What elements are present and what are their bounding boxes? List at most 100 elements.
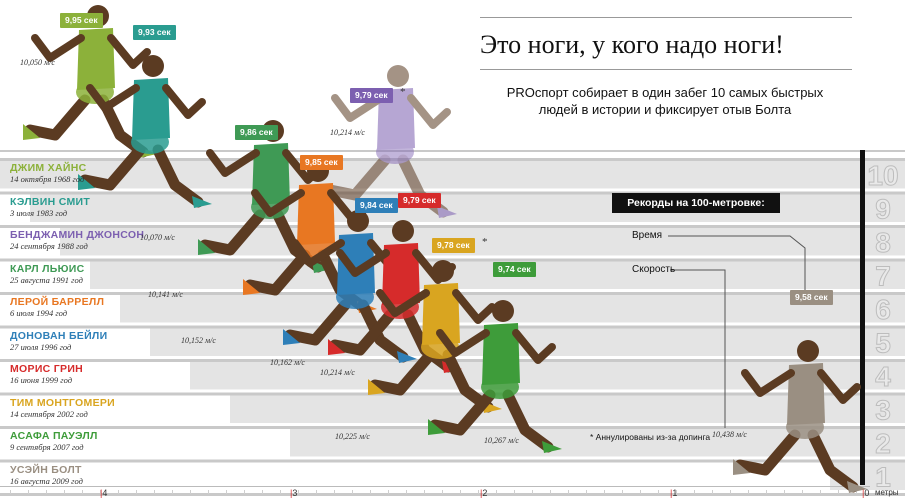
runner-leg	[502, 389, 554, 453]
lane-number: 6	[875, 294, 891, 325]
lane-number: 3	[875, 395, 891, 426]
time-badge: 9,58 сек	[790, 290, 833, 305]
distance-value: 3	[292, 488, 298, 498]
distance-tick: |	[670, 488, 673, 498]
speed-label: 10,152 м/с	[181, 336, 216, 345]
lane-label: КЭЛВИН СМИТ 3 июля 1983 год	[10, 196, 90, 218]
record-date: 14 сентября 2002 год	[10, 408, 88, 419]
lane-number: 8	[875, 227, 891, 258]
ruler-tick	[208, 490, 209, 494]
speed-label: 10,225 м/с	[335, 432, 370, 441]
runner-shoe	[283, 329, 300, 345]
runner-shirt	[337, 233, 375, 295]
runner-arm	[86, 84, 140, 112]
ruler-tick	[802, 490, 803, 494]
ruler-tick	[172, 490, 173, 494]
ruler-tick	[226, 490, 227, 494]
title-rule-top	[480, 17, 852, 18]
runner-figure	[428, 300, 562, 453]
ruler-tick	[514, 490, 515, 494]
runner-arm	[162, 84, 206, 119]
speed-label: 10,214 м/с	[330, 128, 365, 137]
distance-mark: |2	[480, 488, 487, 498]
ruler-tick	[838, 490, 839, 494]
runner-leg	[329, 309, 396, 356]
runner-shoe	[428, 419, 445, 435]
ruler-tick	[118, 490, 119, 494]
title-rule-bottom	[480, 69, 852, 70]
ruler-tick	[676, 490, 677, 494]
athlete-name: БЕНДЖАМИН ДЖОНСОН	[10, 229, 145, 241]
speed-label: 10,050 м/с	[20, 58, 55, 67]
record-date: 24 сентября 1988 год	[10, 241, 88, 251]
runner-shirt	[482, 323, 520, 385]
time-badge: 9,86 сек	[235, 125, 278, 140]
ruler-tick	[658, 490, 659, 494]
ruler-tick	[442, 490, 443, 494]
distance-mark: |0	[862, 488, 869, 498]
distance-value: 2	[482, 488, 488, 498]
runner-head	[432, 260, 454, 282]
runner-shoe	[198, 239, 215, 255]
ruler-tick	[136, 490, 137, 494]
distance-mark: |4	[100, 488, 107, 498]
track-lane-1	[0, 158, 905, 189]
runner-arm	[817, 369, 861, 404]
distance-tick: |	[290, 488, 293, 498]
runner-shirt	[297, 183, 335, 245]
athlete-name: КАРЛ ЛЬЮИС	[10, 262, 85, 275]
distance-mark: |3	[290, 488, 297, 498]
athlete-name: ТИМ МОНТГОМЕРИ	[10, 396, 116, 409]
runner-head	[797, 340, 819, 362]
distance-value: 0	[864, 488, 870, 498]
ruler-tick	[334, 490, 335, 494]
runner-leg	[429, 389, 496, 436]
speed-label: 10,267 м/с	[484, 436, 519, 445]
ruler-tick	[784, 490, 785, 494]
distance-value: 4	[102, 488, 108, 498]
records-title: Рекорды на 100-метровке:	[612, 193, 780, 213]
runner-shoe	[368, 379, 385, 395]
runner-figure	[733, 340, 867, 493]
ruler-tick	[568, 490, 569, 494]
runner-shirt	[132, 78, 170, 140]
lane-label: ДОНОВАН БЕЙЛИ 27 июля 1996 год	[10, 330, 107, 352]
page-subtitle: PROспорт собирает в один забег 10 самых …	[506, 85, 824, 117]
runner-arm	[512, 329, 556, 364]
ruler-tick	[406, 490, 407, 494]
lane-label: УСЭЙН БОЛТ 16 августа 2009 год	[10, 464, 83, 486]
runner-arm	[741, 369, 795, 397]
ruler-tick	[388, 490, 389, 494]
runner-head	[392, 220, 414, 242]
ruler-tick	[496, 490, 497, 494]
lane-label: ДЖИМ ХАЙНС 14 октября 1968 год	[10, 162, 86, 184]
ruler-tick	[640, 490, 641, 494]
distance-tick: |	[100, 488, 103, 498]
time-badge: 9,79 сек	[350, 88, 393, 103]
runner-shirt	[252, 143, 290, 205]
ruler-tick	[694, 490, 695, 494]
lane-number: 9	[875, 194, 891, 225]
runner-shoe	[243, 279, 260, 295]
ruler-tick	[100, 490, 101, 494]
runner-shirt	[77, 28, 115, 90]
runner-shoe	[192, 196, 212, 208]
speed-label: 10,070 м/с	[140, 233, 175, 242]
time-badge: 9,78 сек	[432, 238, 475, 253]
doping-asterisk: *	[482, 236, 488, 248]
time-badge: 9,93 сек	[133, 25, 176, 40]
runner-shoe	[542, 441, 562, 453]
ruler-tick	[82, 490, 83, 494]
lane-label: АСАФА ПАУЭЛЛ 9 сентября 2007 год	[10, 430, 98, 452]
ruler-tick	[586, 490, 587, 494]
runner-arm	[376, 289, 430, 317]
lane-number: 5	[875, 328, 891, 359]
ruler-tick	[478, 490, 479, 494]
athlete-name: ДОНОВАН БЕЙЛИ	[10, 329, 108, 342]
record-date: 25 августа 1991 год	[10, 274, 83, 285]
runner-arm	[291, 239, 345, 267]
time-badge: 9,74 сек	[493, 262, 536, 277]
ruler-tick	[244, 490, 245, 494]
distance-tick: |	[862, 488, 865, 498]
